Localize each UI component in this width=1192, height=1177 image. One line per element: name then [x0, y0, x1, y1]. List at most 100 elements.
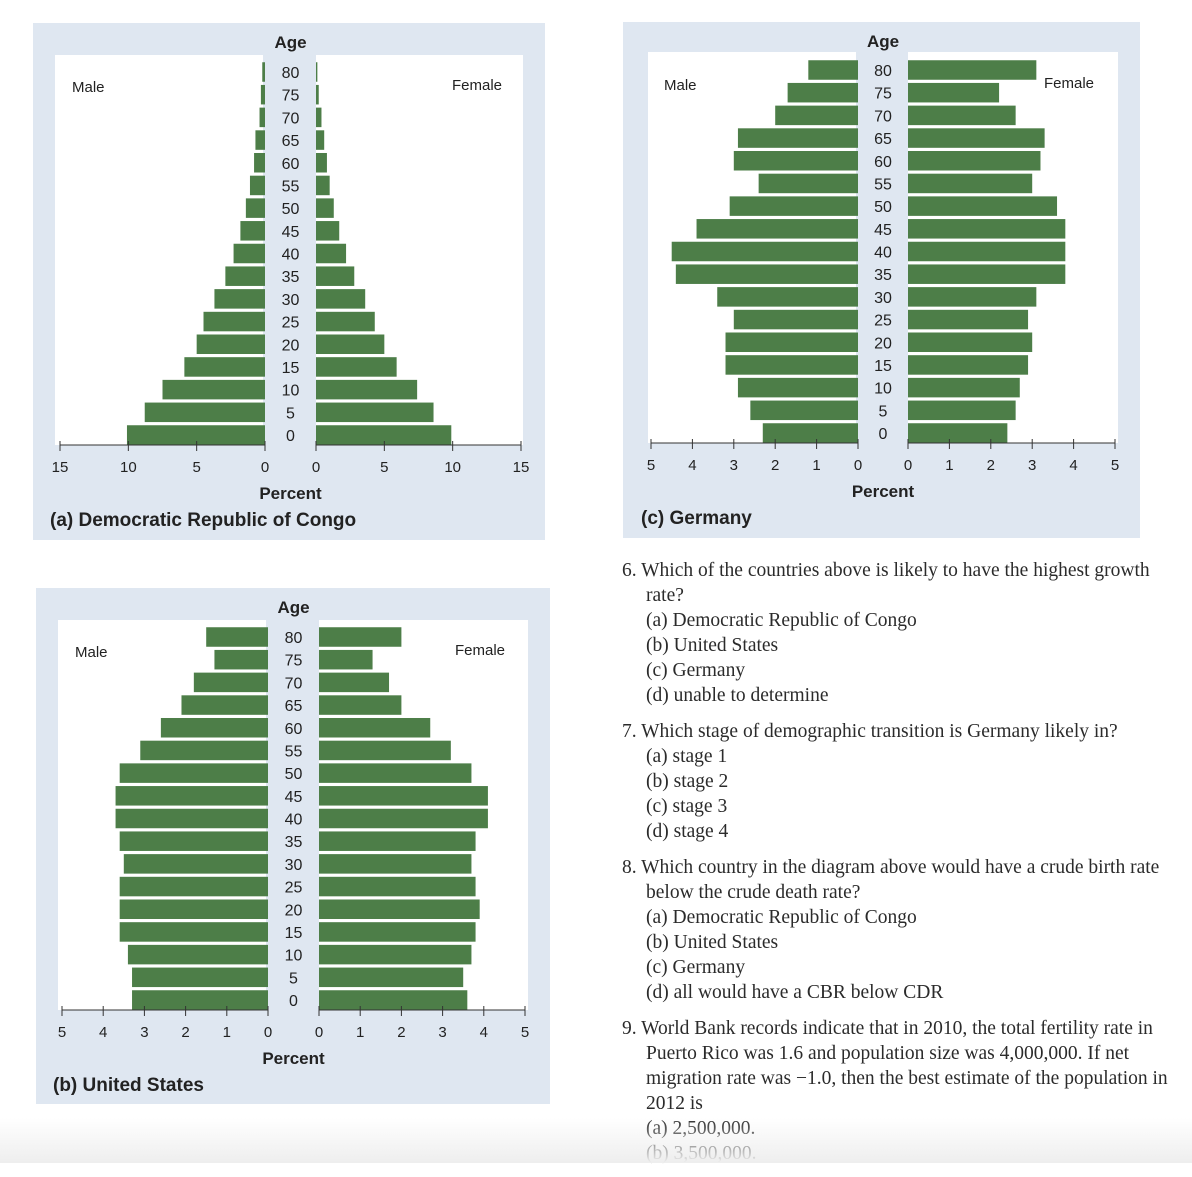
male-bar	[206, 627, 268, 647]
option: (b) stage 2	[646, 771, 729, 792]
female-bar	[908, 264, 1066, 284]
age-tick-label: 65	[285, 698, 303, 715]
female-bar	[319, 808, 488, 829]
age-tick-label: 75	[285, 653, 303, 670]
male-bar	[733, 309, 858, 330]
male-bar	[775, 105, 858, 126]
male-bar	[119, 899, 269, 920]
male-bar	[758, 173, 858, 194]
age-tick-label: 50	[874, 199, 892, 216]
female-bar	[319, 627, 402, 647]
option: (c) stage 3	[646, 796, 728, 817]
age-tick-label: 60	[282, 156, 300, 173]
male-bar	[249, 175, 265, 196]
legend-male-label: Male	[75, 644, 108, 661]
age-tick-label: 20	[874, 335, 892, 352]
male-bar	[162, 379, 265, 400]
age-tick-label: 30	[874, 290, 892, 307]
male-bar	[119, 922, 269, 942]
question-text: 8. Which country in the diagram above wo…	[622, 857, 1160, 903]
question-7: 7. Which stage of demographic transition…	[622, 719, 1170, 844]
age-tick-label: 35	[285, 834, 303, 851]
age-tick-label: 60	[285, 721, 303, 738]
age-tick-label: 30	[285, 857, 303, 874]
age-tick-label: 80	[874, 63, 892, 80]
option: (a) 2,500,000.	[646, 1118, 756, 1139]
option: (c) Germany	[646, 957, 746, 978]
age-tick-label: 10	[874, 381, 892, 398]
female-bar	[319, 967, 464, 988]
male-bar	[119, 763, 269, 783]
female-bar	[319, 649, 373, 670]
female-bar	[319, 944, 472, 965]
age-tick-label: 75	[874, 86, 892, 103]
age-tick-label: 55	[874, 176, 892, 193]
male-bar	[733, 150, 858, 171]
female-bar	[316, 152, 327, 173]
legend-female-label: Female	[1044, 75, 1094, 92]
male-bar	[214, 289, 265, 309]
option: (b) United States	[646, 635, 779, 656]
female-bar	[908, 332, 1033, 353]
age-tick-label: 55	[285, 743, 303, 760]
female-axis-tick-label: 3	[1028, 457, 1036, 474]
male-axis-tick-label: 4	[688, 457, 696, 474]
female-bar	[316, 175, 330, 196]
female-axis-tick-label: 5	[521, 1024, 529, 1041]
male-bar	[196, 334, 265, 355]
female-bar	[908, 128, 1045, 148]
female-bar	[908, 287, 1037, 307]
age-tick-label: 40	[282, 247, 300, 264]
pyramid-panel-congo: 0 5 10 15 20 25 30 35 40 45 50 55 60 65 70 75 80 15 10 5 0 0 5…	[33, 23, 545, 540]
male-bar	[696, 219, 858, 239]
male-bar	[787, 82, 858, 103]
legend-female-label: Female	[452, 77, 502, 94]
age-tick-label: 20	[282, 337, 300, 354]
female-bar	[319, 831, 476, 851]
legend-male-label: Male	[664, 77, 697, 94]
female-bar	[319, 695, 402, 715]
female-bar	[316, 289, 366, 309]
male-axis-tick-label: 15	[52, 459, 69, 476]
female-axis-tick-label: 2	[397, 1024, 405, 1041]
male-bar	[144, 402, 265, 423]
female-axis-tick-label: 3	[438, 1024, 446, 1041]
female-bar	[316, 221, 340, 241]
female-bar	[908, 423, 1008, 443]
female-bar	[316, 266, 355, 286]
age-tick-label: 80	[282, 65, 300, 82]
age-tick-label: 50	[285, 766, 303, 783]
age-tick-label: 15	[285, 925, 303, 942]
male-bar	[240, 221, 265, 241]
pyramid-panel-germany: 0 5 10 15 20 25 30 35 40 45 50 55 60 65 70 75 80 5 4 3 2 1 0 0 1…	[623, 22, 1140, 538]
male-axis-tick-label: 10	[120, 459, 137, 476]
x-axis-label: Percent	[852, 482, 915, 501]
male-axis-tick-label: 0	[854, 457, 862, 474]
female-bar	[316, 198, 334, 218]
female-axis-tick-label: 0	[904, 457, 912, 474]
y-axis-label: Age	[277, 598, 309, 617]
female-bar	[319, 763, 472, 783]
female-axis-tick-label: 2	[987, 457, 995, 474]
question-text: 7. Which stage of demographic transition…	[622, 721, 1118, 742]
male-bar	[115, 786, 268, 806]
female-bar	[319, 990, 468, 1010]
male-bar	[214, 649, 268, 670]
age-tick-label: 45	[282, 224, 300, 241]
age-tick-label: 50	[282, 201, 300, 218]
female-axis-tick-label: 4	[480, 1024, 488, 1041]
female-bar	[319, 899, 480, 920]
age-tick-label: 55	[282, 178, 300, 195]
age-tick-label: 60	[874, 154, 892, 171]
female-bar	[908, 60, 1037, 80]
age-tick-label: 30	[282, 292, 300, 309]
option: (d) unable to determine	[646, 685, 829, 706]
male-bar	[245, 198, 265, 218]
female-bar	[316, 107, 322, 128]
age-tick-label: 65	[874, 131, 892, 148]
x-axis-label: Percent	[259, 484, 322, 503]
male-bar	[225, 266, 265, 286]
